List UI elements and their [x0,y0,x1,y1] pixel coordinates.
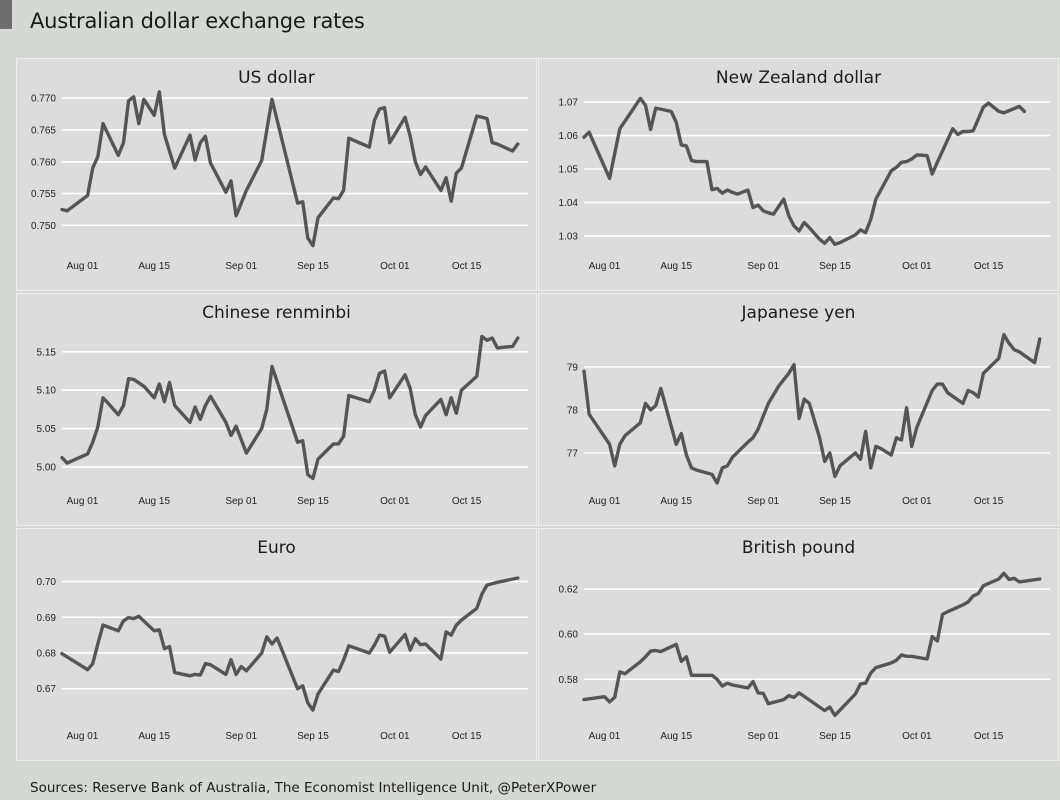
corner-accent [0,0,12,29]
x-tick-label: Sep 15 [297,496,329,507]
x-tick-label: Aug 15 [138,496,170,507]
y-tick-label: 0.68 [37,648,57,659]
y-tick-label: 5.05 [37,424,57,435]
chart-title: British pound [742,538,855,558]
series-line-euro [60,576,520,712]
chart-title: New Zealand dollar [716,68,881,88]
x-tick-label: Sep 01 [225,496,257,507]
y-tick-label: 79 [567,362,579,373]
y-tick-label: 0.760 [31,157,56,168]
x-tick-label: Oct 15 [452,731,482,742]
series-line-british-pound [582,571,1042,718]
chart-euro: Euro 0.67 0.68 0.69 0.70 Aug 01 Aug 15 Sep 01 Se… [37,538,528,742]
y-tick-label: 0.765 [31,125,56,136]
y-tick-label: 77 [567,448,579,459]
y-tick-label: 1.06 [559,131,579,142]
x-tick-label: Sep 01 [747,261,779,272]
x-tick-label: Sep 15 [297,261,329,272]
source-note: Sources: Reserve Bank of Australia, The … [30,780,597,796]
series-line-us-dollar [60,90,520,248]
x-tick-label: Oct 15 [452,261,482,272]
series-line-new-zealand-dollar [582,96,1027,247]
chart-us-dollar: US dollar 0.750 0.755 0.760 0.765 0.770 Aug 01… [31,68,528,272]
x-tick-label: Sep 15 [819,496,851,507]
x-tick-label: Sep 01 [225,731,257,742]
y-tick-label: 0.750 [31,221,56,232]
y-tick-label: 0.69 [37,613,57,624]
y-tick-label: 0.58 [559,675,579,686]
x-tick-label: Sep 15 [819,731,851,742]
x-tick-label: Oct 01 [902,731,932,742]
chart-panel-us-dollar: US dollar 0.750 0.755 0.760 0.765 0.770 Aug 01… [16,58,537,291]
chart-chinese-renminbi: Chinese renminbi 5.00 5.05 5.10 5.15 Aug 01 Au… [37,303,528,507]
x-tick-label: Oct 15 [452,496,482,507]
chart-panel-euro: Euro 0.67 0.68 0.69 0.70 Aug 01 Aug 15 Sep 01 Se… [16,528,537,761]
x-tick-label: Sep 01 [225,261,257,272]
x-tick-label: Oct 01 [902,261,932,272]
chart-panel-chinese-renminbi: Chinese renminbi 5.00 5.05 5.10 5.15 Aug 01 Au… [16,293,537,526]
x-tick-label: Aug 15 [660,496,692,507]
y-tick-label: 78 [567,405,579,416]
y-tick-label: 0.70 [37,577,57,588]
y-tick-label: 5.10 [37,386,57,397]
y-tick-label: 0.60 [559,630,579,641]
x-tick-label: Oct 01 [380,261,410,272]
x-tick-label: Aug 15 [138,731,170,742]
x-tick-label: Aug 01 [67,261,99,272]
x-tick-label: Aug 01 [67,731,99,742]
x-tick-label: Aug 15 [660,261,692,272]
x-tick-label: Aug 01 [67,496,99,507]
chart-panel-british-pound: British pound 0.58 0.60 0.62 Aug 01 Aug 15 Sep… [538,528,1059,761]
y-tick-label: 5.00 [37,462,57,473]
x-tick-label: Aug 15 [660,731,692,742]
page-title: Australian dollar exchange rates [30,9,365,33]
x-tick-label: Sep 01 [747,496,779,507]
y-tick-label: 0.67 [37,684,57,695]
chart-panel-new-zealand-dollar: New Zealand dollar 1.03 1.04 1.05 1.06 1.07 Au… [538,58,1059,291]
y-tick-label: 1.05 [559,164,579,175]
series-line-japanese-yen [582,332,1042,485]
chart-new-zealand-dollar: New Zealand dollar 1.03 1.04 1.05 1.06 1.07 Au… [559,68,1050,272]
x-tick-label: Oct 15 [974,261,1004,272]
x-tick-label: Oct 01 [380,496,410,507]
chart-title: Euro [257,538,296,558]
chart-grid: US dollar 0.750 0.755 0.760 0.765 0.770 Aug 01… [16,58,1059,761]
chart-title: Chinese renminbi [202,303,351,323]
chart-title: Japanese yen [741,303,856,323]
x-tick-label: Sep 15 [297,731,329,742]
chart-title: US dollar [238,68,315,88]
chart-british-pound: British pound 0.58 0.60 0.62 Aug 01 Aug 15 Sep… [559,538,1050,742]
x-tick-label: Aug 01 [589,261,621,272]
x-tick-label: Oct 01 [902,496,932,507]
x-tick-label: Oct 15 [974,496,1004,507]
chart-japanese-yen: Japanese yen 77 78 79 Aug 01 Aug 15 Sep 01 Sep … [567,303,1050,507]
x-tick-label: Aug 01 [589,496,621,507]
series-line-chinese-renminbi [60,334,520,481]
y-tick-label: 0.770 [31,94,56,105]
x-tick-label: Oct 15 [974,731,1004,742]
x-tick-label: Sep 01 [747,731,779,742]
x-tick-label: Oct 01 [380,731,410,742]
x-tick-label: Sep 15 [819,261,851,272]
y-tick-label: 5.15 [37,347,57,358]
y-tick-label: 1.04 [559,198,579,209]
y-tick-label: 1.03 [559,231,579,242]
chart-panel-japanese-yen: Japanese yen 77 78 79 Aug 01 Aug 15 Sep 01 Sep … [538,293,1059,526]
y-tick-label: 0.755 [31,189,56,200]
y-tick-label: 1.07 [559,98,579,109]
y-tick-label: 0.62 [559,585,579,596]
x-tick-label: Aug 15 [138,261,170,272]
x-tick-label: Aug 01 [589,731,621,742]
